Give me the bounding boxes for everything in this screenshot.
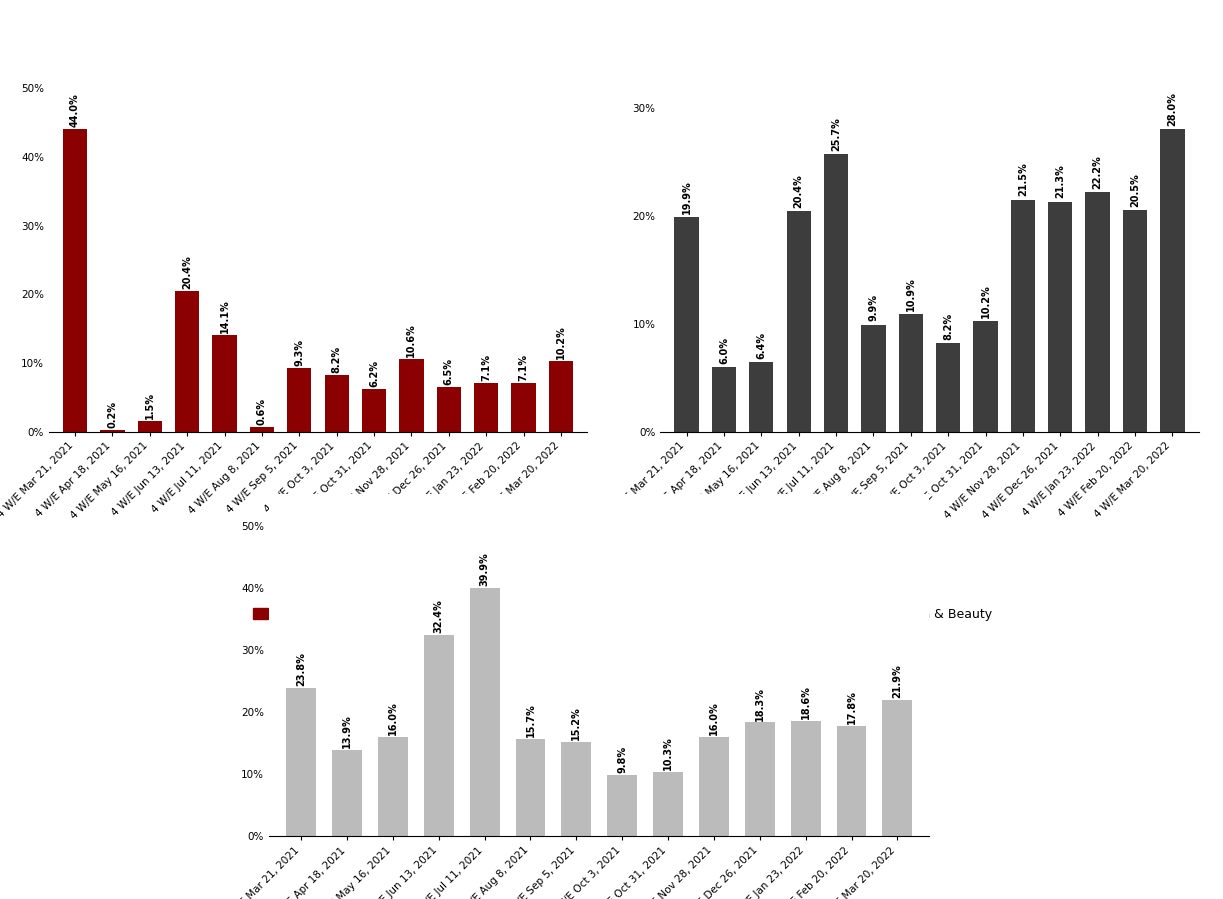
Bar [1123, 210, 1147, 432]
Bar [138, 422, 161, 432]
Bar [511, 383, 536, 432]
Bar [674, 217, 698, 432]
Bar [936, 343, 960, 432]
Text: 16.0%: 16.0% [709, 701, 719, 734]
Bar [712, 367, 736, 432]
Bar [62, 129, 87, 432]
Bar [974, 322, 998, 432]
Text: 6.4%: 6.4% [756, 333, 767, 360]
Text: 6.2%: 6.2% [369, 360, 379, 387]
Text: 10.2%: 10.2% [556, 325, 566, 360]
Bar [424, 635, 454, 836]
Bar [1086, 192, 1109, 432]
Bar [286, 689, 316, 836]
Bar [324, 375, 349, 432]
Bar [883, 700, 912, 836]
Text: 8.2%: 8.2% [331, 346, 341, 373]
Text: 17.8%: 17.8% [846, 690, 856, 724]
Text: 18.3%: 18.3% [755, 687, 764, 720]
Text: 0.2%: 0.2% [108, 401, 117, 428]
Text: 19.9%: 19.9% [681, 180, 691, 214]
Text: 16.0%: 16.0% [388, 701, 397, 734]
Bar [516, 739, 545, 836]
Bar [470, 588, 499, 836]
Bar [1010, 200, 1035, 432]
Bar [287, 368, 312, 432]
Text: 15.2%: 15.2% [571, 706, 581, 740]
Text: 28.0%: 28.0% [1168, 93, 1178, 126]
Text: 22.2%: 22.2% [1092, 155, 1103, 189]
Text: 0.6%: 0.6% [257, 398, 267, 425]
Text: 20.4%: 20.4% [182, 255, 192, 289]
Bar [333, 750, 362, 836]
Text: 21.9%: 21.9% [893, 664, 903, 699]
Text: 9.9%: 9.9% [868, 295, 878, 322]
Text: 6.5%: 6.5% [444, 358, 454, 385]
Bar [213, 334, 237, 432]
Bar [791, 720, 821, 836]
Bar [653, 772, 682, 836]
Bar [700, 736, 729, 836]
Text: 9.3%: 9.3% [295, 339, 305, 366]
Bar [750, 362, 773, 432]
Text: 7.1%: 7.1% [519, 353, 528, 380]
Bar [399, 359, 423, 432]
Text: 8.2%: 8.2% [943, 313, 953, 340]
Bar [608, 775, 637, 836]
Text: 21.3%: 21.3% [1055, 165, 1065, 199]
Bar [362, 389, 386, 432]
Bar [437, 387, 461, 432]
Text: 18.6%: 18.6% [801, 685, 811, 718]
Text: 6.0%: 6.0% [719, 336, 729, 363]
Bar [549, 361, 574, 432]
Bar [100, 430, 125, 432]
Text: 21.5%: 21.5% [1018, 163, 1027, 196]
Text: 1.5%: 1.5% [144, 392, 155, 419]
Text: 23.8%: 23.8% [296, 653, 306, 686]
Bar [1161, 129, 1185, 432]
Text: 32.4%: 32.4% [434, 600, 444, 633]
Text: 20.4%: 20.4% [794, 174, 804, 209]
Bar [899, 314, 923, 432]
Text: 14.1%: 14.1% [220, 298, 230, 333]
Bar [1048, 201, 1073, 432]
Text: 15.7%: 15.7% [526, 703, 536, 736]
Bar [249, 427, 274, 432]
Text: 9.8%: 9.8% [618, 746, 627, 773]
Legend: Health & Beauty: Health & Beauty [867, 608, 992, 620]
Bar [837, 725, 866, 836]
Bar [745, 723, 774, 836]
Bar [475, 383, 498, 432]
Text: 10.2%: 10.2% [981, 284, 991, 318]
Bar [175, 291, 199, 432]
Text: 10.9%: 10.9% [906, 277, 916, 311]
Text: 44.0%: 44.0% [70, 93, 79, 128]
Bar [824, 155, 849, 432]
Text: 25.7%: 25.7% [832, 117, 841, 151]
Bar [861, 325, 885, 432]
Text: 10.6%: 10.6% [406, 323, 416, 357]
Bar [378, 736, 407, 836]
Bar [561, 742, 591, 836]
Text: 10.3%: 10.3% [663, 736, 673, 770]
Bar [786, 211, 811, 432]
Legend: Food & Beverage: Food & Beverage [253, 608, 383, 620]
Text: 13.9%: 13.9% [342, 714, 352, 748]
Text: 39.9%: 39.9% [479, 553, 489, 586]
Text: 20.5%: 20.5% [1130, 174, 1140, 207]
Text: 7.1%: 7.1% [481, 353, 492, 380]
